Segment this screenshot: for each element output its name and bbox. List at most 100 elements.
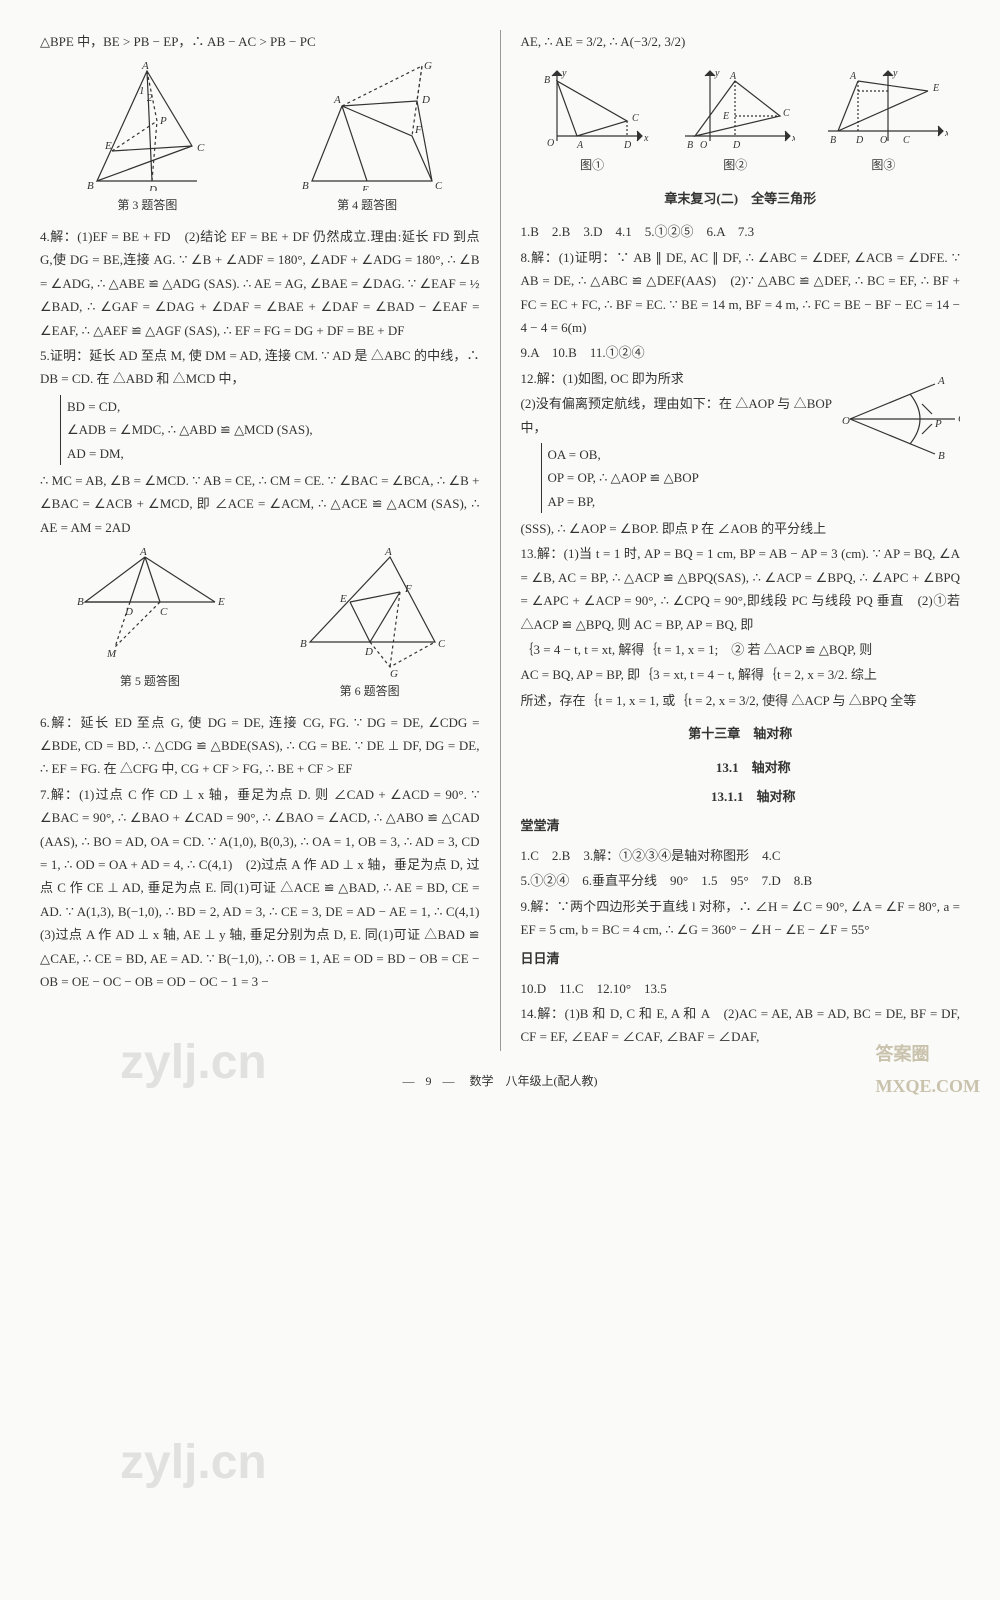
svg-text:E: E bbox=[339, 593, 347, 605]
figure-caption: 第 6 题答图 bbox=[295, 681, 445, 703]
footer-info: 数学 八年级上(配人教) bbox=[470, 1074, 598, 1088]
solution-12c: (SSS), ∴ ∠AOP = ∠BOP. 即点 P 在 ∠AOB 的平分线上 bbox=[521, 517, 961, 540]
svg-text:A: A bbox=[729, 71, 737, 82]
svg-text:x: x bbox=[791, 133, 795, 144]
figure-caption: 图③ bbox=[818, 155, 948, 177]
left-column: △BPE 中，BE > PB − EP，∴ AB − AC > PB − PC … bbox=[40, 30, 480, 1051]
chapter-13-title: 第十三章 轴对称 bbox=[521, 722, 961, 745]
svg-text:C: C bbox=[160, 606, 168, 618]
column-divider bbox=[500, 30, 501, 1051]
geometry-diagram: A B C D E F G bbox=[295, 547, 445, 677]
svg-text:B: B bbox=[302, 180, 309, 191]
svg-text:O: O bbox=[700, 140, 707, 151]
svg-text:F: F bbox=[414, 124, 422, 136]
section-1311-title: 13.1.1 轴对称 bbox=[521, 785, 961, 808]
figure-caption: 图② bbox=[675, 155, 795, 177]
figure-3: A B C D E P 1 2 第 3 题答图 bbox=[77, 61, 217, 217]
tangtangqing-heading: 堂堂清 bbox=[521, 814, 961, 837]
svg-text:F: F bbox=[404, 583, 412, 595]
figure-row: A B C D E P 1 2 第 3 题答图 bbox=[40, 61, 480, 217]
coordinate-diagram: y x O A B C D E bbox=[675, 61, 795, 151]
figure-12: O A B C P bbox=[840, 369, 960, 469]
corner-text: MXQE.COM bbox=[876, 1070, 980, 1102]
svg-text:x: x bbox=[643, 133, 649, 144]
svg-text:A: A bbox=[849, 71, 857, 82]
solution-6: 6.解：延长 ED 至点 G, 使 DG = DE, 连接 CG, FG. ∵ … bbox=[40, 711, 480, 781]
figure-caption: 图① bbox=[532, 155, 652, 177]
svg-text:B: B bbox=[544, 75, 550, 86]
equation-brace: BD = CD, ∠ADB = ∠MDC, ∴ △ABD ≌ △MCD (SAS… bbox=[60, 395, 480, 465]
figure-caption: 第 3 题答图 bbox=[77, 195, 217, 217]
geometry-diagram: A B C D E F G bbox=[292, 61, 442, 191]
svg-text:A: A bbox=[937, 375, 945, 387]
svg-text:D: D bbox=[124, 606, 133, 618]
answer-line: 9.A 10.B 11.①②④ bbox=[521, 341, 961, 364]
svg-text:D: D bbox=[421, 94, 430, 106]
svg-text:C: C bbox=[903, 135, 910, 146]
svg-text:y: y bbox=[714, 68, 720, 79]
svg-text:P: P bbox=[159, 115, 167, 127]
page-number: 9 bbox=[417, 1071, 439, 1093]
svg-text:B: B bbox=[687, 140, 693, 151]
answer-line: 1.C 2.B 3.解：①②③④是轴对称图形 4.C bbox=[521, 844, 961, 867]
svg-text:C: C bbox=[438, 638, 445, 650]
svg-text:B: B bbox=[300, 638, 307, 650]
svg-text:M: M bbox=[106, 648, 117, 660]
solution-8: 8.解：(1)证明：∵ AB ∥ DE, AC ∥ DF, ∴ ∠ABC = ∠… bbox=[521, 246, 961, 340]
chapter-title: 章末复习(二) 全等三角形 bbox=[521, 187, 961, 210]
svg-text:C: C bbox=[958, 413, 960, 425]
corner-text: 答案圈 bbox=[876, 1038, 980, 1070]
brace-line: AP = BP, bbox=[548, 490, 961, 513]
watermark-corner: 答案圈 MXQE.COM bbox=[876, 1038, 980, 1103]
solution-5-cont: ∴ MC = AB, ∠B = ∠MCD. ∵ AB = CE, ∴ CM = … bbox=[40, 469, 480, 539]
answer-line: 1.B 2.B 3.D 4.1 5.①②⑤ 6.A 7.3 bbox=[521, 220, 961, 243]
svg-text:A: A bbox=[333, 94, 341, 106]
svg-text:E: E bbox=[217, 596, 225, 608]
svg-text:C: C bbox=[435, 180, 442, 191]
svg-text:B: B bbox=[830, 135, 836, 146]
svg-text:x: x bbox=[944, 128, 948, 139]
svg-text:D: D bbox=[623, 140, 632, 151]
svg-text:D: D bbox=[148, 184, 157, 191]
svg-text:E: E bbox=[104, 140, 112, 152]
svg-text:B: B bbox=[77, 596, 84, 608]
svg-text:B: B bbox=[938, 450, 945, 462]
svg-text:A: A bbox=[384, 547, 392, 558]
svg-text:O: O bbox=[842, 415, 850, 427]
figure-5: A B C D E M 第 5 题答图 bbox=[75, 547, 225, 703]
figure-row: A B C D E M 第 5 题答图 bbox=[40, 547, 480, 703]
svg-text:A: A bbox=[141, 61, 149, 72]
page-footer: — 9 — 数学 八年级上(配人教) bbox=[40, 1071, 960, 1093]
geometry-diagram: A B C D E P 1 2 bbox=[77, 61, 217, 191]
brace-line: AD = DM, bbox=[67, 442, 480, 465]
brace-line: ∠ADB = ∠MDC, ∴ △ABD ≌ △MCD (SAS), bbox=[67, 418, 480, 441]
solution-13-eq3: 所述，存在｛t = 1, x = 1, 或｛t = 2, x = 3/2, 使得… bbox=[521, 689, 961, 712]
svg-text:D: D bbox=[855, 135, 864, 146]
figure-row: y x O A B C D 图① bbox=[521, 61, 961, 177]
svg-text:y: y bbox=[561, 68, 567, 79]
solution-5: 5.证明：延长 AD 至点 M, 使 DM = AD, 连接 CM. ∵ AD … bbox=[40, 344, 480, 391]
svg-text:2: 2 bbox=[147, 92, 153, 104]
right-column: AE, ∴ AE = 3/2, ∴ A(−3/2, 3/2) y x bbox=[521, 30, 961, 1051]
right-figure-1: y x O A B C D 图① bbox=[532, 61, 652, 177]
svg-text:D: D bbox=[364, 646, 373, 658]
figure-6: A B C D E F G 第 6 题答图 bbox=[295, 547, 445, 703]
angle-bisector-diagram: O A B C P bbox=[840, 369, 960, 469]
solution-4: 4.解：(1)EF = BE + FD (2)结论 EF = BE + DF 仍… bbox=[40, 225, 480, 342]
text-line: △BPE 中，BE > PB − EP，∴ AB − AC > PB − PC bbox=[40, 30, 480, 53]
svg-text:B: B bbox=[87, 180, 94, 191]
answer-line: 10.D 11.C 12.10° 13.5 bbox=[521, 977, 961, 1000]
svg-text:P: P bbox=[934, 418, 942, 430]
svg-text:C: C bbox=[783, 108, 790, 119]
svg-text:G: G bbox=[424, 61, 432, 72]
text-line: AE, ∴ AE = 3/2, ∴ A(−3/2, 3/2) bbox=[521, 30, 961, 53]
svg-text:1: 1 bbox=[139, 85, 145, 97]
svg-text:A: A bbox=[139, 547, 147, 558]
svg-text:C: C bbox=[632, 113, 639, 124]
solution-13-eq2: AC = BQ, AP = BP, 即｛3 = xt, t = 4 − t, 解… bbox=[521, 663, 961, 686]
solution-13-eq1: ｛3 = 4 − t, t = xt, 解得｛t = 1, x = 1; ② 若… bbox=[521, 638, 961, 661]
figure-4: A B C D E F G 第 4 题答图 bbox=[292, 61, 442, 217]
brace-line: BD = CD, bbox=[67, 395, 480, 418]
svg-text:E: E bbox=[361, 184, 369, 191]
coordinate-diagram: y x O A B C D E bbox=[818, 61, 948, 151]
